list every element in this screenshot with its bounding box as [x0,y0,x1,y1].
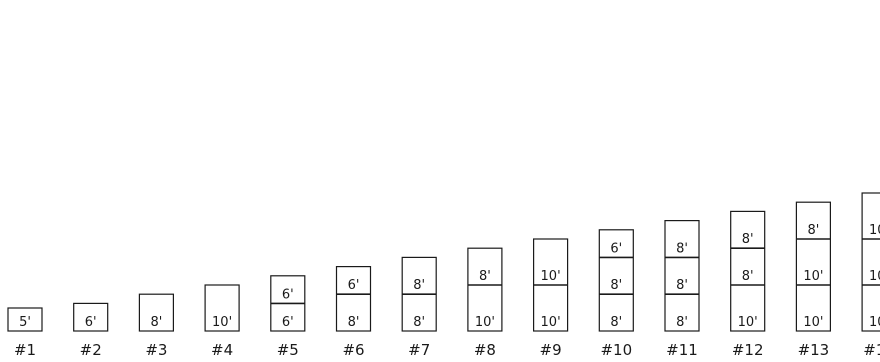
column-label: #12 [732,341,764,359]
segment-label: 10' [212,315,232,330]
column-label: #9 [540,341,562,359]
column-box [598,229,634,332]
segment-label: 8' [413,315,425,330]
column-label: #4 [211,341,233,359]
segment-label: 6' [282,315,294,330]
column-1: 5' #1 [7,307,43,359]
column-12: 10' 8' 8' #12 [730,210,766,359]
column-13: 10' 10' 8' #13 [795,201,832,359]
column-label: #3 [145,341,167,359]
column-label: #2 [80,341,102,359]
segment-label: 10' [541,269,561,284]
column-14: 10' 10' 10' #14 [861,192,880,359]
column-2: 6' #2 [73,302,109,359]
column-label: #1 [14,341,36,359]
column-box [730,210,766,332]
segment-label: 8' [676,241,688,256]
segment-label: 8' [742,269,754,284]
segment-label: 10' [803,269,823,284]
segment-label: 8' [413,278,425,293]
column-label: #6 [342,341,364,359]
segment-label: 6' [85,315,97,330]
column-label: #7 [408,341,430,359]
column-label: #10 [600,341,632,359]
segment-label: 8' [610,278,622,293]
column-box [467,247,503,332]
segment-label: 10' [803,315,823,330]
column-label: #8 [474,341,496,359]
segment-label: 10' [475,315,495,330]
segment-label: 10' [869,269,880,284]
column-10: 8' 8' 6' #10 [598,229,634,359]
column-label: #13 [798,341,830,359]
segment-label: 5' [19,315,31,330]
segment-label: 10' [869,315,880,330]
segment-label: 8' [807,223,819,238]
column-7: 8' 8' #7 [401,256,437,359]
segment-label: 6' [282,287,294,302]
column-box [861,192,880,332]
column-box [138,293,174,332]
column-box [335,266,372,332]
segment-label: 8' [610,315,622,330]
column-3: 8' #3 [138,293,174,359]
column-8: 10' 8' #8 [467,247,503,359]
segment-label: 6' [348,278,360,293]
segment-label: 10' [541,315,561,330]
segment-label: 8' [742,232,754,247]
segment-label: 8' [348,315,360,330]
segment-label: 8' [479,269,491,284]
column-6: 8' 6' #6 [335,266,372,359]
column-box [73,302,109,332]
column-box [7,307,43,332]
column-9: 10' 10' #9 [532,238,569,359]
column-label: #14 [863,341,880,359]
segment-label: 8' [676,315,688,330]
column-label: #11 [666,341,698,359]
column-label: #5 [277,341,299,359]
segment-label: 8' [150,315,162,330]
column-11: 8' 8' 8' #11 [664,220,700,359]
column-4: 10' #4 [204,284,240,359]
column-box [664,220,700,332]
segment-label: 8' [676,278,688,293]
segment-label: 6' [610,241,622,256]
column-box [795,201,832,332]
column-5: 6' 6' #5 [270,275,306,359]
segment-label: 10' [738,315,758,330]
column-box [204,284,240,332]
segment-label: 10' [869,223,880,238]
